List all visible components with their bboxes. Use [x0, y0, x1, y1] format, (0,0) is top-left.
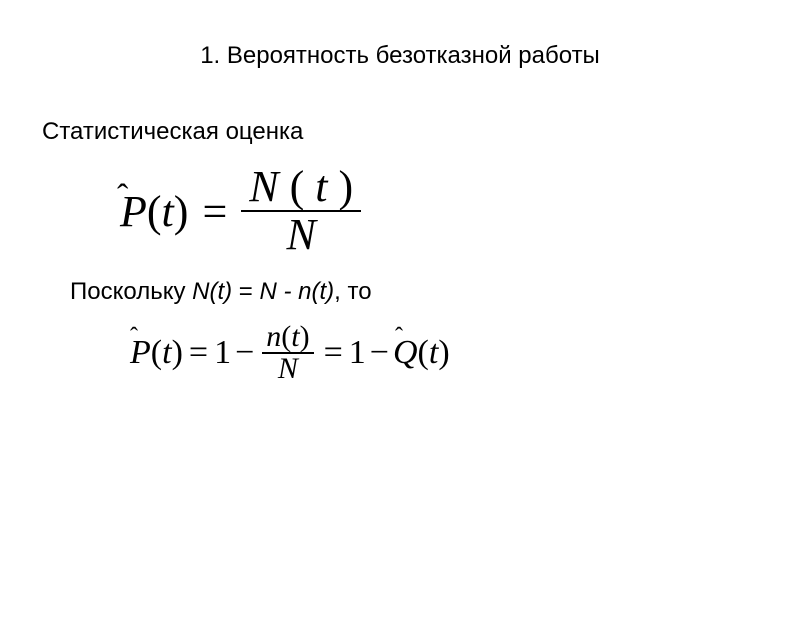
formula-phat-eq-1-minus-qhat: ˆ P ( t ) = 1 − n(t) N = 1 − ˆ Q ( t ) — [130, 322, 800, 384]
var-n-lower: n — [266, 320, 281, 353]
digit-one: 1 — [214, 334, 231, 372]
equals-sign: = — [202, 186, 227, 237]
denominator: N — [279, 212, 324, 258]
paren-open: ( — [290, 162, 305, 211]
var-n-upper: N — [249, 162, 278, 211]
var-t: t — [162, 186, 174, 237]
var-p: ˆ P — [130, 334, 151, 372]
equals-sign: = — [324, 334, 343, 372]
paren-open: ( — [147, 186, 162, 237]
minus-sign: − — [370, 334, 389, 372]
paren-open: ( — [151, 334, 162, 372]
paren-close: ) — [174, 186, 189, 237]
var-t: t — [162, 334, 171, 372]
var-q: ˆ Q — [393, 334, 418, 372]
hat-over-p: ˆ — [130, 324, 138, 351]
paren-close: ) — [438, 334, 449, 372]
inline-since-line: Поскольку N(t) = N - n(t), то — [70, 278, 800, 306]
paren-close: ) — [300, 320, 310, 353]
word-since: Поскольку — [70, 278, 192, 305]
numerator: N ( t ) — [241, 164, 361, 210]
formula-phat-eq-nt-over-n: ˆ P ( t ) = N ( t ) N — [120, 164, 800, 258]
subheading: Статистическая оценка — [42, 118, 800, 146]
paren-open: ( — [418, 334, 429, 372]
word-then: , то — [334, 278, 371, 305]
paren-open: ( — [281, 320, 291, 353]
hat-over-p: ˆ — [117, 178, 128, 216]
expr-n-minus-nt: N - n(t) — [259, 278, 334, 305]
expr-nt: N(t) — [192, 278, 232, 305]
eq-text: = — [232, 278, 259, 305]
fraction: N ( t ) N — [241, 164, 361, 258]
var-t: t — [429, 334, 438, 372]
paren-close: ) — [339, 162, 354, 211]
var-t: t — [315, 162, 327, 211]
numerator: n(t) — [262, 322, 313, 352]
digit-one: 1 — [349, 334, 366, 372]
hat-over-q: ˆ — [395, 324, 403, 351]
var-t: t — [291, 320, 299, 353]
equals-sign: = — [189, 334, 208, 372]
minus-sign: − — [235, 334, 254, 372]
denominator: N — [274, 354, 302, 384]
paren-close: ) — [172, 334, 183, 372]
page-title: 1. Вероятность безотказной работы — [0, 42, 800, 70]
fraction: n(t) N — [262, 322, 313, 384]
